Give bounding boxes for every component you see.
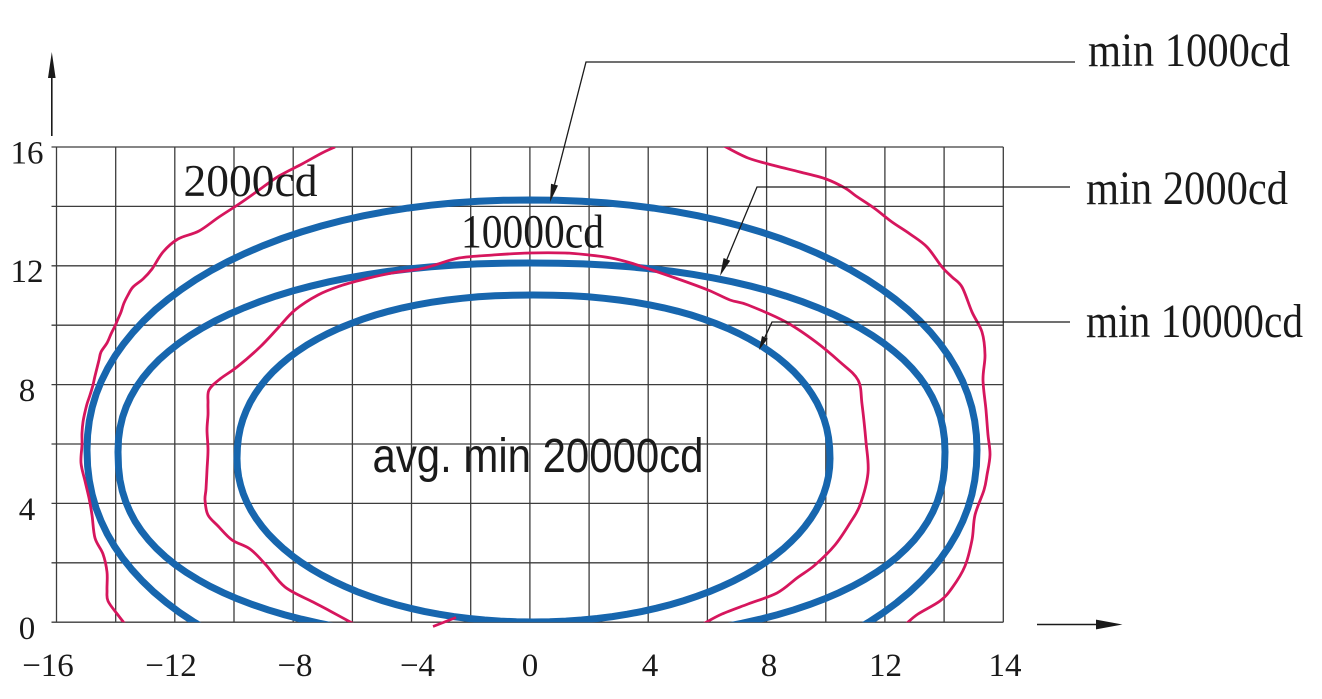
svg-text:−8: −8 [277, 648, 312, 684]
svg-text:10000cd: 10000cd [461, 206, 604, 259]
svg-text:−12: −12 [145, 648, 197, 684]
svg-text:12: 12 [11, 254, 44, 290]
svg-text:4: 4 [642, 648, 659, 684]
svg-text:8: 8 [19, 373, 36, 409]
svg-text:12: 12 [869, 648, 902, 684]
svg-text:−4: −4 [400, 648, 435, 684]
svg-text:4: 4 [19, 492, 36, 528]
svg-text:min 1000cd: min 1000cd [1088, 24, 1290, 77]
svg-text:avg. min 20000cd: avg. min 20000cd [373, 430, 704, 483]
svg-text:8: 8 [761, 648, 778, 684]
svg-text:0: 0 [19, 611, 36, 647]
svg-text:2000cd: 2000cd [184, 156, 318, 206]
svg-text:min 2000cd: min 2000cd [1086, 162, 1288, 215]
svg-text:−16: −16 [22, 648, 74, 684]
svg-text:14: 14 [989, 648, 1022, 684]
svg-text:min 10000cd: min 10000cd [1086, 295, 1303, 348]
svg-text:0: 0 [522, 648, 539, 684]
svg-text:16: 16 [11, 136, 44, 172]
